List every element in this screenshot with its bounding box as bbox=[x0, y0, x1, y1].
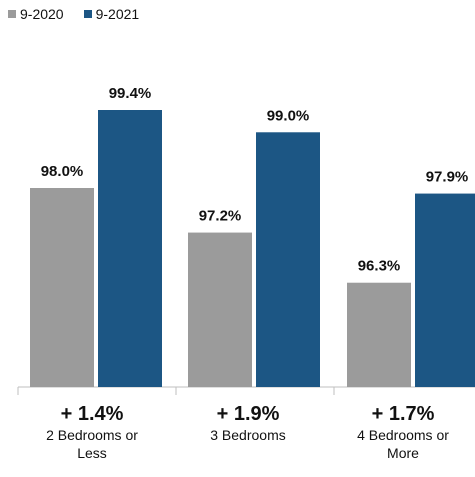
category-block-2: + 1.9% 3 Bedrooms bbox=[176, 402, 320, 444]
data-label: 99.0% bbox=[267, 107, 310, 124]
data-label: 96.3% bbox=[358, 258, 401, 275]
category-label: 2 Bedrooms or bbox=[46, 427, 138, 443]
legend-item-2020: 9-2020 bbox=[8, 6, 64, 22]
category-label: 3 Bedrooms bbox=[210, 427, 286, 443]
legend: 9-2020 9-2021 bbox=[8, 6, 139, 22]
data-label: 98.0% bbox=[41, 163, 84, 180]
change-label: + 1.9% bbox=[216, 403, 280, 425]
bar-9-2020-3 bbox=[347, 282, 411, 387]
bar-9-2021-2 bbox=[256, 132, 320, 387]
data-label: 97.9% bbox=[426, 169, 469, 186]
legend-label-2020: 9-2020 bbox=[20, 6, 64, 22]
legend-swatch-2021 bbox=[83, 10, 92, 18]
category-label: More bbox=[387, 445, 419, 461]
category-label: Less bbox=[77, 445, 107, 461]
change-label: + 1.7% bbox=[371, 403, 435, 425]
bar-9-2020-2 bbox=[188, 232, 252, 387]
data-label: 97.2% bbox=[199, 208, 242, 225]
category-block-1: + 1.4% 2 Bedrooms or Less bbox=[20, 402, 164, 462]
change-label: + 1.4% bbox=[60, 403, 124, 425]
data-label: 99.4% bbox=[109, 85, 152, 102]
category-label: 4 Bedrooms or bbox=[357, 427, 449, 443]
bar-9-2021-1 bbox=[98, 110, 162, 387]
legend-item-2021: 9-2021 bbox=[83, 6, 140, 22]
bar-9-2020-1 bbox=[30, 188, 94, 387]
legend-swatch-2020 bbox=[8, 10, 16, 18]
legend-label-2021: 9-2021 bbox=[95, 6, 140, 22]
bar-9-2021-3 bbox=[415, 193, 475, 387]
category-block-3: + 1.7% 4 Bedrooms or More bbox=[331, 402, 475, 462]
